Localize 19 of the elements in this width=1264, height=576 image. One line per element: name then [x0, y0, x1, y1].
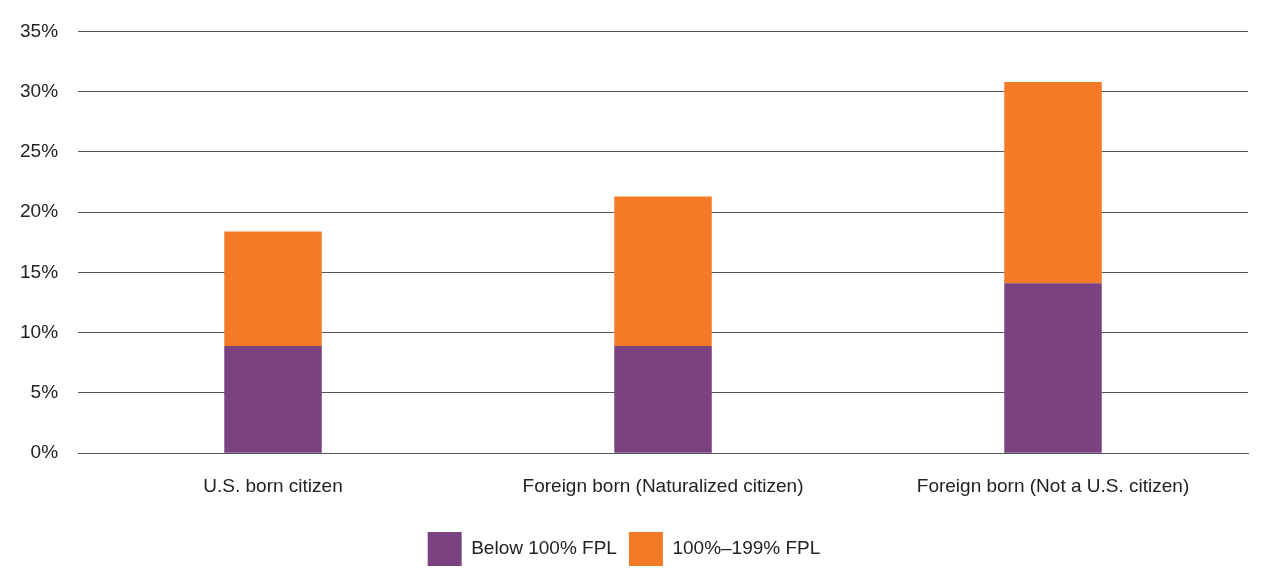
y-tick-label: 0%	[30, 441, 59, 463]
bar	[614, 345, 712, 453]
y-tick-label: 15%	[20, 260, 59, 282]
x-tick-label: U.S. born citizen	[203, 474, 343, 496]
bar	[614, 196, 712, 346]
x-tick-label: Foreign born (Not a U.S. citizen)	[916, 474, 1190, 496]
y-tick-label: 35%	[20, 19, 59, 41]
y-tick-label: 10%	[20, 320, 59, 342]
bar	[1004, 283, 1102, 453]
legend-label: Below 100% FPL	[471, 537, 617, 559]
bar	[224, 345, 322, 453]
x-tick-label: Foreign born (Naturalized citizen)	[522, 474, 804, 496]
y-tick-label: 25%	[20, 140, 59, 162]
y-tick-label: 30%	[20, 79, 59, 101]
y-tick-label: 5%	[30, 381, 59, 403]
y-tick-label: 20%	[20, 200, 59, 222]
legend-label: 100%–199% FPL	[672, 537, 821, 559]
bar	[224, 231, 322, 346]
bar	[1004, 82, 1102, 284]
